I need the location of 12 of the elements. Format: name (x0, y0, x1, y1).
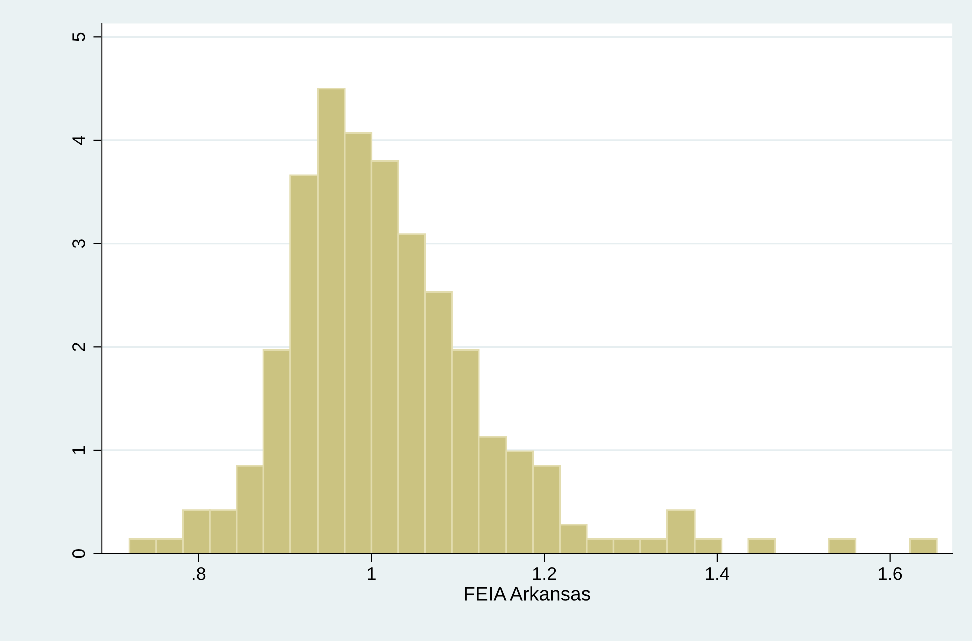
y-tick-label: 3 (72, 240, 86, 248)
x-tick-label: .8 (192, 567, 206, 580)
y-tick-label: 5 (72, 32, 86, 42)
y-tick-label: 4 (72, 136, 86, 146)
x-tick-label: 1.4 (706, 568, 730, 580)
y-tick-label: 2 (72, 343, 86, 352)
x-tick-label: 1 (368, 568, 376, 580)
x-axis-title: FEIA Arkansas (465, 586, 590, 601)
y-tick-label: 1 (72, 446, 86, 454)
y-tick-label: 0 (72, 550, 86, 558)
x-tick-label: 1.2 (533, 567, 556, 580)
x-tick-label: 1.6 (879, 567, 902, 580)
